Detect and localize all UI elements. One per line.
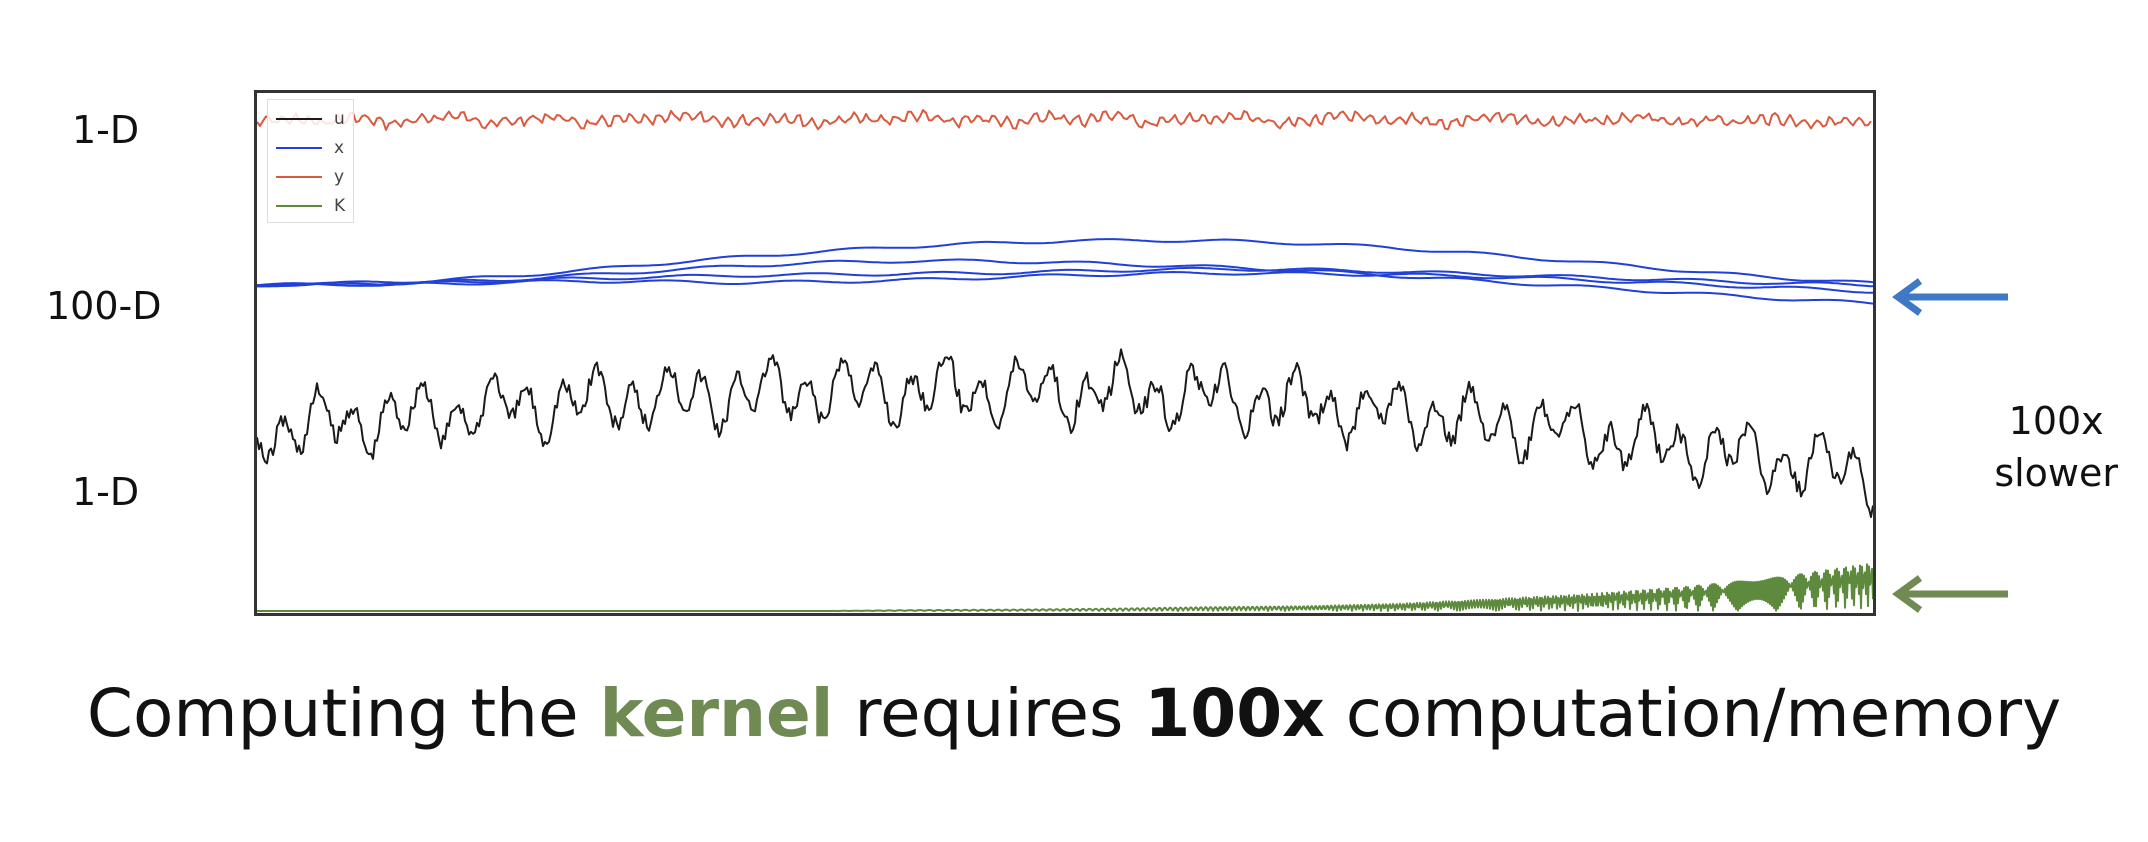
side-label-line1: 100x	[2008, 399, 2104, 443]
legend-swatch-x	[276, 146, 322, 149]
plot-svg	[257, 109, 1873, 612]
legend-entry-y: y	[276, 162, 345, 191]
side-label-line2: slower	[1994, 451, 2118, 495]
legend-swatch-K	[276, 204, 322, 207]
caption-emphasis: 100x	[1144, 675, 1325, 752]
blue-arrow-icon	[1892, 278, 2008, 316]
legend-entry-K: K	[276, 191, 345, 220]
series-line-y	[257, 109, 1872, 131]
legend-swatch-u	[276, 117, 322, 120]
series-line-u	[257, 348, 1873, 518]
legend-entry-x: x	[276, 133, 345, 162]
series-line-K	[257, 563, 1873, 612]
caption: Computing the kernel requires 100x compu…	[0, 675, 2148, 752]
legend-entry-u: u	[276, 104, 345, 133]
caption-part2: requires	[833, 675, 1145, 752]
caption-part3: computation/memory	[1324, 675, 2062, 752]
series-line-x-1	[257, 238, 1873, 287]
legend-label-u: u	[334, 108, 345, 129]
row-label-bottom: 1-D	[72, 470, 140, 514]
legend-label-K: K	[334, 195, 346, 216]
green-arrow-icon	[1892, 575, 2008, 613]
legend-label-x: x	[334, 137, 345, 158]
legend-label-y: y	[334, 166, 345, 187]
legend-swatch-y	[276, 175, 322, 178]
plot-area: u x y K	[254, 90, 1876, 616]
side-label: 100x slower	[1994, 395, 2118, 499]
series-line-x-4	[257, 271, 1873, 294]
caption-keyword: kernel	[599, 675, 834, 752]
row-label-middle: 100-D	[46, 284, 162, 328]
legend: u x y K	[267, 99, 355, 223]
row-label-top: 1-D	[72, 108, 140, 152]
caption-part1: Computing the	[86, 675, 600, 752]
